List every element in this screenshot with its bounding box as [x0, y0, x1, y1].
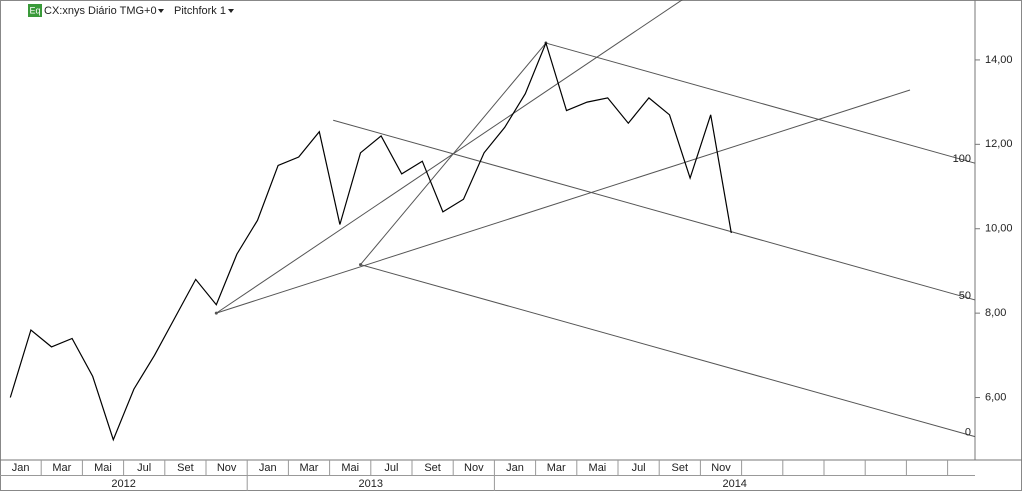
study-dropdown[interactable]	[228, 9, 234, 13]
pitchfork-median	[216, 0, 683, 314]
y-tick-label: 12,00	[985, 138, 1013, 150]
pitchfork-tine	[545, 42, 976, 164]
badge-text[interactable]: Eq	[29, 5, 40, 15]
month-label: Mar	[547, 462, 566, 474]
month-label: Jul	[384, 462, 398, 474]
month-label: Set	[424, 462, 441, 474]
year-label: 2012	[111, 478, 135, 490]
month-label: Nov	[217, 462, 237, 474]
symbol-dropdown[interactable]	[158, 9, 164, 13]
pitchfork-tine	[360, 264, 976, 438]
pitchfork-level-label: 0	[965, 427, 971, 439]
month-label: Nov	[464, 462, 484, 474]
month-label: Mar	[52, 462, 71, 474]
study-label[interactable]: Pitchfork 1	[174, 5, 226, 17]
symbol-label[interactable]: CX:xnys Diário TMG+0	[44, 5, 157, 17]
price-line	[9, 41, 732, 442]
month-label: Jan	[259, 462, 277, 474]
month-label: Mai	[94, 462, 112, 474]
month-label: Nov	[711, 462, 731, 474]
month-label: Jan	[12, 462, 30, 474]
month-label: Mai	[589, 462, 607, 474]
month-label: Jul	[632, 462, 646, 474]
month-label: Set	[672, 462, 689, 474]
month-label: Mai	[341, 462, 359, 474]
month-label: Jul	[137, 462, 151, 474]
y-tick-label: 6,00	[985, 391, 1006, 403]
month-label: Jan	[506, 462, 524, 474]
y-tick-label: 8,00	[985, 307, 1006, 319]
pitchfork-level-label: 50	[959, 290, 971, 302]
badge-icon[interactable]	[28, 4, 42, 17]
year-label: 2013	[359, 478, 383, 490]
pitchfork-tine	[333, 119, 976, 301]
month-label: Set	[177, 462, 194, 474]
y-tick-label: 10,00	[985, 223, 1013, 235]
pitchfork-handle	[216, 89, 911, 314]
y-tick-label: 14,00	[985, 54, 1013, 66]
month-label: Mar	[300, 462, 319, 474]
year-label: 2014	[722, 478, 746, 490]
pitchfork-level-label: 100	[953, 153, 971, 165]
